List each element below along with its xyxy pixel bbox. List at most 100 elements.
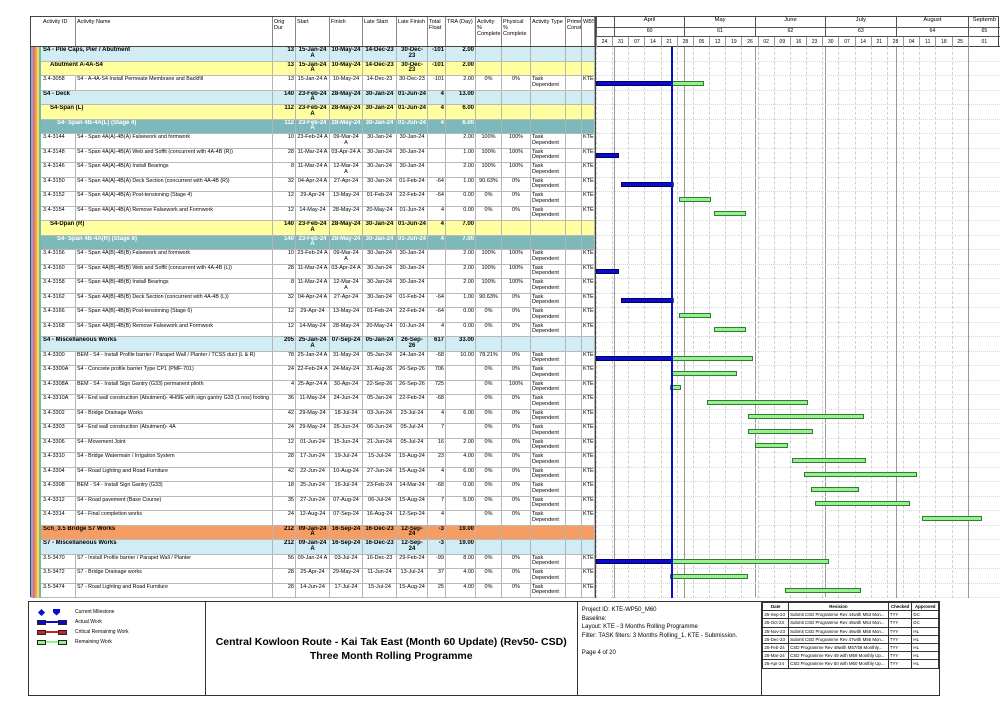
activity-name: S4 - Span 4A(B)-4B(B) Falsework and form… bbox=[76, 250, 273, 264]
gantt-row bbox=[596, 308, 1000, 323]
cell-start: 14-May-24 bbox=[296, 322, 330, 336]
week-gridline bbox=[806, 47, 808, 598]
cell-ap bbox=[476, 337, 502, 351]
cell-at: Task Dependent bbox=[531, 424, 566, 438]
cell-ap bbox=[476, 540, 502, 554]
cell-ls: 06-Jul-24 bbox=[363, 496, 397, 510]
cell-prime-const bbox=[566, 366, 582, 380]
month-label: July bbox=[824, 17, 897, 28]
cell-dur: 12 bbox=[273, 192, 296, 206]
cell-dur: 28 bbox=[273, 569, 296, 583]
cell-dur: 112 bbox=[273, 119, 296, 133]
activity-name: S4 - End wall construction (Abutment)- 4… bbox=[76, 424, 273, 438]
cell-finish: 03-Apr-24 A bbox=[330, 264, 363, 278]
revision-row: 25-Mar-24 CSD Programme Rev 49 with M59 M… bbox=[762, 651, 940, 661]
cell-lf: 01-Jun-24 bbox=[397, 90, 428, 104]
cell-prime-const bbox=[566, 424, 582, 438]
cell-start: 23-Feb-24 A bbox=[296, 134, 330, 148]
cell-pp bbox=[502, 61, 531, 75]
task-row: 3.4-3152 S4 - Span 4A(A)-4B(A) Post-tensi… bbox=[31, 192, 595, 207]
gantt-row bbox=[596, 584, 1000, 598]
column-header-prime-const: Prime Const bbox=[566, 17, 582, 46]
cell-wbs: KTE4 bbox=[582, 206, 595, 220]
week-gridline bbox=[935, 47, 937, 598]
task-row: 3.4-3300 BEM - S4 - Install Profile barri… bbox=[31, 351, 595, 366]
column-header-late-start: Late Start bbox=[363, 17, 397, 46]
cell-ap: 100% bbox=[476, 264, 502, 278]
cell-finish: 28-May-24 bbox=[330, 235, 363, 249]
cell-pp: 0% bbox=[502, 366, 531, 380]
period-number bbox=[596, 28, 615, 37]
cell-finish: 12-Mar-24 A bbox=[330, 163, 363, 177]
cell-start: 09-Jan-24 A bbox=[296, 540, 330, 554]
gantt-row bbox=[596, 410, 1000, 424]
section-name: S4 - Pile Caps, Pier / Abutment bbox=[31, 47, 273, 61]
cell-pp: 0% bbox=[502, 424, 531, 438]
cell-lf: 01-Jun-24 bbox=[397, 206, 428, 220]
cell-ls: 20-May-24 bbox=[363, 206, 397, 220]
cell-prime-const bbox=[566, 540, 582, 554]
title-box: Central Kowloon Route - Kai Tak East (Mo… bbox=[206, 602, 578, 695]
activity-name: S4 - Span 4A(A)-4B(A) Post-tensioning (S… bbox=[76, 192, 273, 206]
cell-pp: 0% bbox=[502, 206, 531, 220]
activity-id: 3.4-3150 bbox=[31, 177, 76, 191]
cell-start: 29-May-24 bbox=[296, 424, 330, 438]
cell-tf bbox=[428, 163, 446, 177]
gantt-panel: April May June July August Septemb 60 61 62 63 64… bbox=[596, 17, 1000, 598]
cell-ap: 0% bbox=[476, 482, 502, 496]
cell-wbs: KTE4 bbox=[582, 76, 595, 90]
cell-pp bbox=[502, 221, 531, 235]
cell-ls: 22-Sep-26 bbox=[363, 380, 397, 394]
activity-id: 3.4-3058 bbox=[31, 76, 76, 90]
cell-finish: 07-Sep-24 bbox=[330, 337, 363, 351]
activity-name: S4 - Bridge Drainage Works bbox=[76, 409, 273, 423]
activity-id: 3.4-3312 bbox=[31, 496, 76, 510]
cell-finish: 03-Jul-24 bbox=[330, 554, 363, 568]
activity-id: 3.4-3154 bbox=[31, 206, 76, 220]
section-name: S4- Span 4B-4A(L) (Stage 4) bbox=[31, 119, 273, 133]
cell-start: 25-Jan-24 A bbox=[296, 351, 330, 365]
bar-critical-icon bbox=[37, 629, 71, 635]
cell-start: 23-Feb-24 A bbox=[296, 250, 330, 264]
cell-wbs: KTE4 bbox=[582, 351, 595, 365]
report-title-line1: Central Kowloon Route - Kai Tak East (Mo… bbox=[215, 635, 567, 648]
week-gridline bbox=[692, 47, 694, 598]
gantt-row bbox=[596, 540, 1000, 555]
gantt-row bbox=[596, 120, 1000, 134]
cell-dur: 8 bbox=[273, 163, 296, 177]
cell-tf: -68 bbox=[428, 351, 446, 365]
gantt-row bbox=[596, 192, 1000, 207]
cell-ls: 30-Jan-24 bbox=[363, 279, 397, 293]
legend-label: Critical Remaining Work bbox=[75, 629, 129, 635]
week-tick: 14 bbox=[854, 37, 871, 47]
cell-at bbox=[531, 61, 566, 75]
cell-pp: 100% bbox=[502, 163, 531, 177]
gantt-row bbox=[596, 569, 1000, 584]
activity-name: S4 - Span 4A(A)-4B(A) Web and Soffit (co… bbox=[76, 148, 273, 162]
gantt-row bbox=[596, 511, 1000, 526]
cell-tf: -101 bbox=[428, 76, 446, 90]
cell-dur: 78 bbox=[273, 351, 296, 365]
cell-start: 25-Apr-24 bbox=[296, 569, 330, 583]
month-label: Septemb bbox=[967, 17, 1000, 28]
cell-tra: 7.00 bbox=[446, 221, 476, 235]
week-gridline bbox=[838, 47, 840, 598]
cell-dur: 28 bbox=[273, 148, 296, 162]
cell-pp: 0% bbox=[502, 467, 531, 481]
cell-finish: 09-Mar-24 A bbox=[330, 250, 363, 264]
gantt-bar-remaining bbox=[810, 486, 860, 492]
cell-start: 22-Feb-24 A bbox=[296, 366, 330, 380]
cell-at: Task Dependent bbox=[531, 134, 566, 148]
cell-tra: 2.00 bbox=[446, 438, 476, 452]
cell-prime-const bbox=[566, 496, 582, 510]
revision-cell: TYY bbox=[887, 618, 913, 628]
cell-prime-const bbox=[566, 264, 582, 278]
cell-lf: 29-Feb-24 bbox=[397, 554, 428, 568]
activity-id: 3.4-3304 bbox=[31, 467, 76, 481]
cell-start: 11-Mar-24 A bbox=[296, 148, 330, 162]
activity-id: 3.4-3300 bbox=[31, 351, 76, 365]
cell-tf: -64 bbox=[428, 308, 446, 322]
activity-id: 3.4-3310 bbox=[31, 453, 76, 467]
cell-start: 27-Jun-24 bbox=[296, 496, 330, 510]
cell-ls: 30-Jan-24 bbox=[363, 264, 397, 278]
